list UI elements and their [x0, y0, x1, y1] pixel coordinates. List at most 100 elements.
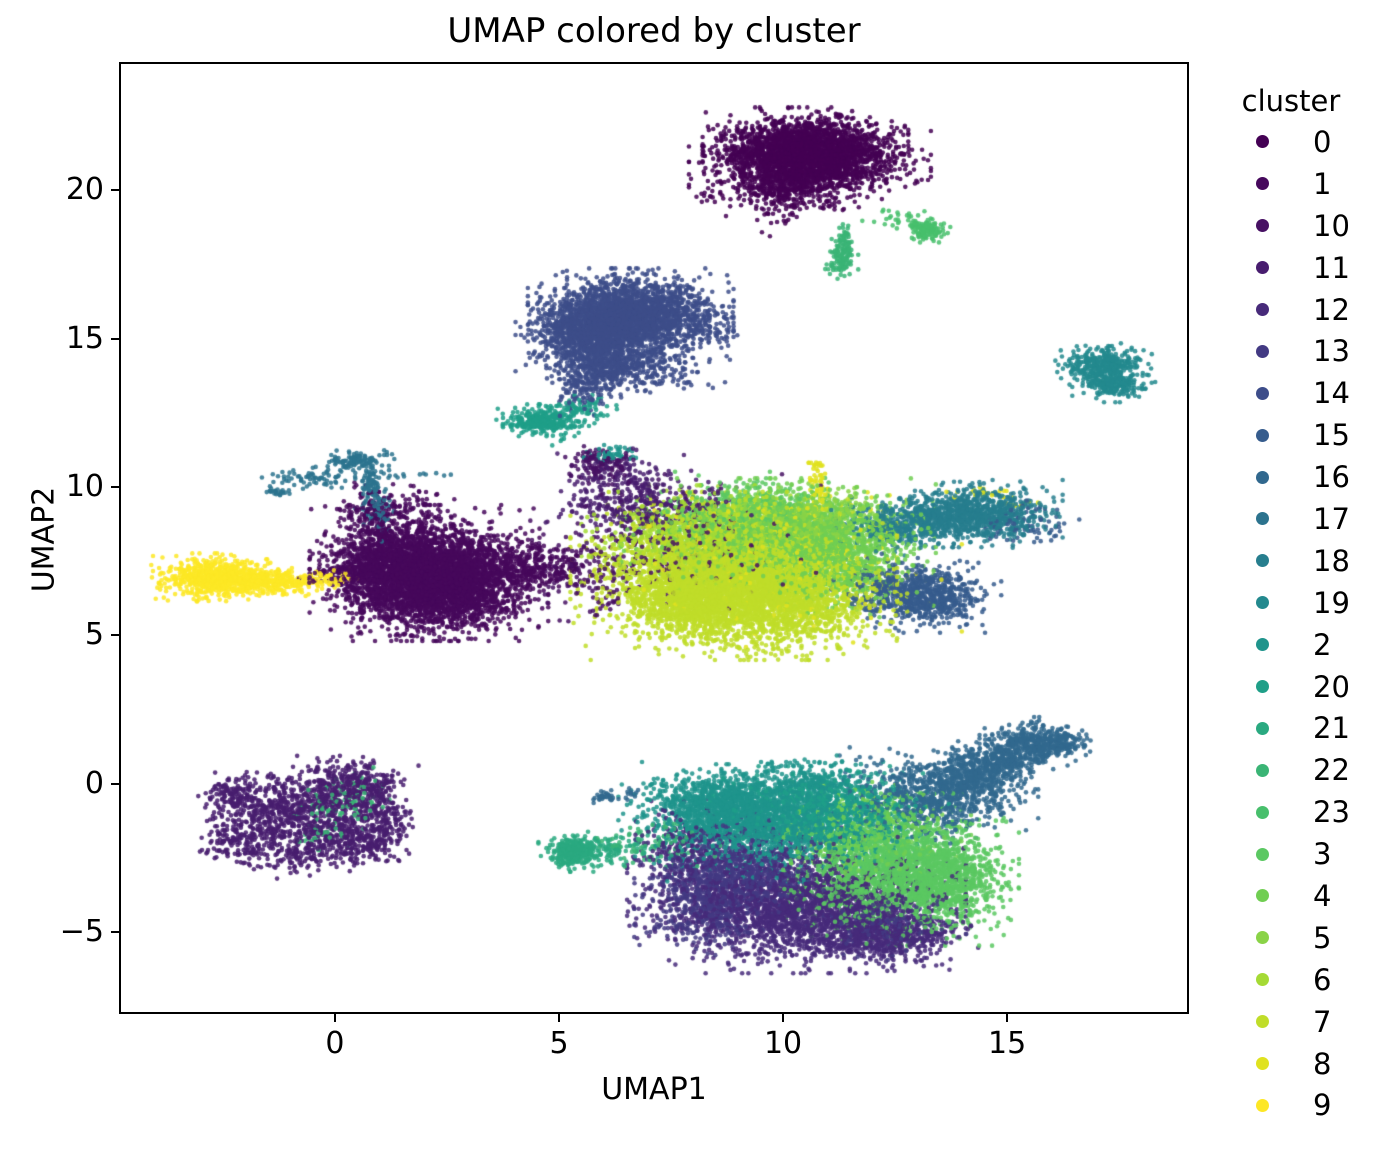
legend-item: 6 — [1256, 959, 1350, 1001]
legend-item: 4 — [1256, 875, 1350, 917]
legend-marker-dot — [1256, 512, 1269, 526]
legend-marker-dot — [1256, 805, 1269, 819]
x-tick-mark — [558, 1014, 560, 1022]
legend-title: cluster — [1241, 84, 1341, 118]
legend-item: 3 — [1256, 833, 1350, 875]
legend-marker-dot — [1256, 554, 1269, 568]
legend-item: 13 — [1256, 330, 1350, 372]
y-tick-label: 20 — [65, 172, 104, 208]
legend-item-label: 21 — [1313, 711, 1350, 746]
legend-item-label: 8 — [1313, 1046, 1332, 1081]
legend-marker-dot — [1256, 344, 1269, 358]
legend-item: 18 — [1256, 540, 1350, 582]
legend-item-label: 10 — [1313, 208, 1350, 243]
y-tick-label: 15 — [65, 320, 104, 356]
chart-title: UMAP colored by cluster — [447, 11, 861, 51]
legend-item-label: 12 — [1313, 292, 1350, 327]
legend-item: 7 — [1256, 1001, 1350, 1043]
legend-item: 19 — [1256, 582, 1350, 624]
y-tick-label: −5 — [59, 913, 104, 949]
legend-item: 1 — [1256, 163, 1350, 205]
legend-marker-dot — [1256, 1015, 1269, 1029]
legend-marker-dot — [1256, 680, 1269, 694]
legend-item-label: 13 — [1313, 334, 1350, 369]
x-tick-mark — [333, 1014, 336, 1022]
y-tick-mark — [111, 189, 119, 192]
legend-marker-dot — [1256, 1098, 1269, 1112]
legend-marker-dot — [1256, 219, 1269, 233]
legend-item-label: 0 — [1313, 124, 1332, 159]
legend-item: 2 — [1256, 624, 1350, 666]
y-tick-mark — [111, 782, 119, 785]
legend-item-label: 22 — [1313, 753, 1350, 788]
legend-marker-dot — [1256, 596, 1269, 610]
legend-item: 0 — [1256, 121, 1350, 163]
legend-marker-dot — [1256, 470, 1269, 484]
legend-item-label: 5 — [1313, 920, 1332, 955]
legend-marker-dot — [1256, 889, 1269, 903]
legend-item-label: 4 — [1313, 878, 1332, 913]
legend-item-label: 7 — [1313, 1004, 1332, 1039]
x-tick-label: 10 — [763, 1026, 803, 1061]
legend-item-label: 15 — [1313, 418, 1350, 453]
legend-item: 21 — [1256, 707, 1350, 749]
scatter-points-canvas — [119, 62, 1189, 1014]
legend-item: 11 — [1256, 247, 1350, 289]
legend-item-label: 2 — [1313, 627, 1332, 662]
y-tick-mark — [111, 337, 119, 340]
legend-item: 15 — [1256, 414, 1350, 456]
legend-item-label: 3 — [1313, 837, 1332, 872]
y-tick-label: 0 — [84, 765, 104, 801]
legend-item-label: 20 — [1313, 669, 1350, 704]
legend-marker-dot — [1256, 763, 1269, 777]
legend-item-label: 1 — [1313, 166, 1332, 201]
y-tick-mark — [111, 634, 119, 637]
x-tick-mark — [782, 1014, 785, 1022]
legend-item-label: 14 — [1313, 376, 1350, 411]
legend-item: 12 — [1256, 289, 1350, 331]
legend-item: 16 — [1256, 456, 1350, 498]
legend-marker-dot — [1256, 847, 1269, 861]
x-tick-label: 15 — [987, 1026, 1027, 1061]
y-tick-label: 10 — [65, 468, 104, 504]
legend-marker-dot — [1256, 428, 1269, 442]
legend-item-label: 17 — [1313, 501, 1350, 536]
legend-marker-dot — [1256, 638, 1269, 652]
legend-item: 10 — [1256, 205, 1350, 247]
legend-item: 9 — [1256, 1084, 1350, 1126]
y-tick-label: 5 — [84, 617, 104, 653]
legend-item: 23 — [1256, 791, 1350, 833]
legend-marker-dot — [1256, 303, 1269, 316]
legend-item: 14 — [1256, 372, 1350, 414]
legend-marker-dot — [1256, 386, 1269, 400]
x-tick-label: 0 — [325, 1026, 345, 1061]
legend-marker-dot — [1256, 177, 1269, 191]
x-tick-mark — [1006, 1014, 1009, 1022]
legend-item-label: 6 — [1313, 962, 1332, 997]
legend-marker-dot — [1256, 973, 1269, 987]
legend-marker-dot — [1256, 721, 1269, 735]
y-axis-label: UMAP2 — [26, 486, 62, 593]
legend-item-label: 9 — [1313, 1088, 1332, 1123]
legend-marker-dot — [1256, 1057, 1269, 1071]
x-axis-label: UMAP1 — [601, 1072, 707, 1107]
x-tick-label: 5 — [549, 1026, 569, 1061]
legend-marker-dot — [1256, 931, 1269, 945]
legend-marker-dot — [1256, 135, 1269, 149]
legend-items: 0 1 10 11 12 13 14 15 16 17 18 19 2 20 21 22 23 3 4 5 6 7 8 9 — [1256, 121, 1350, 1126]
legend-item: 17 — [1256, 498, 1350, 540]
legend-item: 20 — [1256, 666, 1350, 708]
legend-item-label: 16 — [1313, 460, 1350, 495]
legend-item-label: 23 — [1313, 795, 1350, 830]
y-tick-mark — [111, 930, 119, 933]
legend-marker-dot — [1256, 261, 1269, 275]
legend-item-label: 19 — [1313, 585, 1350, 620]
legend: cluster 0 1 10 11 12 13 14 15 16 17 18 19 2 20 21 22 23 3… — [1235, 84, 1379, 1122]
legend-item: 5 — [1256, 917, 1350, 959]
legend-item-label: 18 — [1313, 543, 1350, 578]
legend-item: 22 — [1256, 749, 1350, 791]
legend-item: 8 — [1256, 1043, 1350, 1085]
legend-item-label: 11 — [1313, 250, 1350, 285]
y-tick-mark — [111, 485, 119, 488]
